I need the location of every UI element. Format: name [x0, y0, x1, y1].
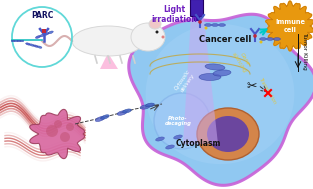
Polygon shape [183, 0, 218, 144]
Ellipse shape [14, 40, 18, 42]
Ellipse shape [48, 31, 53, 34]
Ellipse shape [44, 33, 49, 35]
Text: Cytosolic
delivery: Cytosolic delivery [174, 68, 196, 94]
Ellipse shape [259, 38, 266, 40]
Text: Photo-
decaging: Photo- decaging [165, 116, 192, 126]
Ellipse shape [117, 111, 127, 115]
Polygon shape [193, 16, 201, 21]
Text: Tumor Killing: Tumor Killing [302, 32, 307, 70]
Circle shape [154, 93, 210, 149]
Ellipse shape [199, 74, 221, 81]
Circle shape [60, 132, 70, 142]
Polygon shape [266, 1, 313, 51]
Ellipse shape [26, 43, 30, 45]
Ellipse shape [207, 116, 249, 152]
Ellipse shape [131, 23, 165, 51]
Ellipse shape [37, 46, 42, 48]
Circle shape [156, 30, 158, 33]
Circle shape [54, 120, 62, 128]
Ellipse shape [95, 116, 105, 122]
Ellipse shape [212, 24, 218, 26]
Ellipse shape [218, 24, 225, 26]
Ellipse shape [17, 40, 21, 42]
FancyBboxPatch shape [191, 0, 203, 16]
Circle shape [253, 34, 257, 38]
Circle shape [46, 125, 58, 137]
Text: Transfection: Transfection [258, 77, 278, 105]
Text: Gene
silencing: Gene silencing [231, 48, 253, 74]
Text: Cancer cell: Cancer cell [199, 35, 251, 43]
Polygon shape [30, 109, 85, 159]
Ellipse shape [197, 108, 259, 160]
Circle shape [198, 20, 202, 24]
Ellipse shape [166, 145, 174, 149]
Ellipse shape [274, 38, 280, 40]
Text: Immune
cell: Immune cell [275, 19, 305, 33]
Ellipse shape [11, 40, 15, 42]
Text: ✂: ✂ [247, 80, 257, 92]
Ellipse shape [101, 115, 109, 119]
Ellipse shape [20, 40, 24, 42]
Circle shape [204, 26, 208, 29]
Ellipse shape [174, 135, 182, 139]
Ellipse shape [123, 109, 131, 113]
Ellipse shape [40, 34, 45, 37]
Ellipse shape [266, 38, 274, 40]
Polygon shape [129, 14, 313, 185]
Circle shape [259, 40, 263, 43]
Ellipse shape [29, 44, 34, 46]
Circle shape [162, 36, 165, 39]
Ellipse shape [205, 64, 225, 70]
Ellipse shape [213, 70, 231, 76]
Ellipse shape [146, 103, 154, 107]
Ellipse shape [156, 137, 164, 141]
Ellipse shape [149, 19, 161, 29]
Text: Light
irradiation: Light irradiation [151, 5, 197, 24]
Ellipse shape [33, 45, 38, 47]
Ellipse shape [72, 26, 144, 56]
Ellipse shape [140, 105, 150, 109]
Ellipse shape [204, 24, 212, 26]
Polygon shape [100, 53, 118, 69]
Text: PARC: PARC [31, 11, 53, 20]
Ellipse shape [146, 24, 294, 164]
Polygon shape [42, 29, 46, 33]
Text: Cytoplasm: Cytoplasm [175, 139, 221, 149]
Ellipse shape [35, 36, 41, 38]
Circle shape [66, 123, 74, 131]
